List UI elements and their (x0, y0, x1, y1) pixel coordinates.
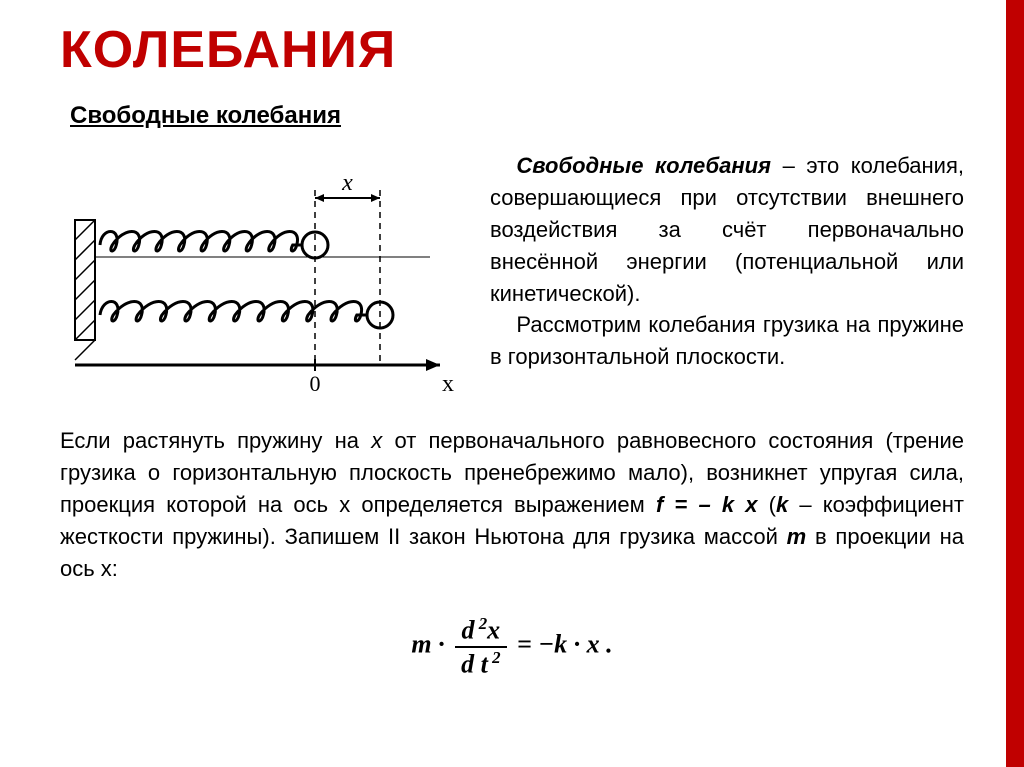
body-paragraph: Если растянуть пружину на x от первонача… (60, 425, 964, 584)
fraction-numerator: d 2x (455, 614, 506, 648)
fraction-denominator: d t 2 (455, 648, 506, 680)
accent-bar (1006, 0, 1024, 767)
definition-para-1: Свободные колебания – это колебания, сов… (490, 150, 964, 309)
definition-text: Свободные колебания – это колебания, сов… (490, 150, 964, 373)
spring-diagram: x 0 x (60, 150, 460, 400)
page-title: КОЛЕБАНИЯ (60, 20, 964, 80)
svg-text:x: x (341, 170, 353, 196)
intro-row: x 0 x Свободные колебания – это колебания,… (60, 150, 964, 400)
section-subtitle: Свободные колебания (70, 102, 964, 130)
slide-content: КОЛЕБАНИЯ Свободные колебания x 0 x Свобод… (0, 0, 1024, 700)
fraction: d 2x d t 2 (455, 614, 506, 679)
svg-text:0: 0 (310, 371, 321, 395)
equation: m · d 2x d t 2 = −k · x . (60, 614, 964, 679)
definition-para-2: Рассмотрим колебания грузика на пружине … (490, 309, 964, 373)
svg-text:x: x (442, 371, 454, 395)
